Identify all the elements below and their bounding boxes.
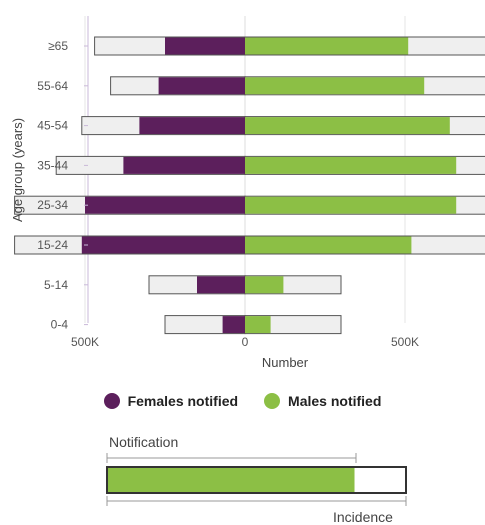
legend-item-females[interactable]: Females notified [103, 393, 239, 409]
female-notified-bar [139, 117, 245, 135]
female-notified-bar [123, 156, 245, 174]
y-tick-label: 15-24 [37, 238, 68, 252]
male-notified-bar [245, 37, 409, 55]
male-notified-bar [245, 117, 450, 135]
males-swatch [264, 393, 281, 409]
y-tick-label: 35-44 [37, 158, 68, 172]
female-notified-bar [81, 236, 245, 254]
female-notified-bar [158, 77, 245, 95]
y-axis-title: Age group (years) [10, 118, 25, 222]
incidence-label: Incidence [333, 509, 393, 525]
legend-label-females: Females notified [127, 393, 239, 409]
female-notified-bar [165, 37, 245, 55]
female-notified-bar [222, 316, 245, 334]
male-notified-bar [245, 316, 271, 334]
y-tick-label: 45-54 [37, 119, 68, 133]
females-swatch [103, 393, 120, 409]
x-axis-title: Number [262, 355, 309, 370]
y-tick-label: 55-64 [37, 79, 68, 93]
male-notified-bar [245, 77, 425, 95]
female-notified-bar [85, 196, 245, 214]
male-notified-bar [245, 156, 457, 174]
legend-item-males[interactable]: Males notified [264, 393, 381, 409]
x-tick-label: 500K [391, 335, 419, 349]
y-tick-label: 5-14 [44, 278, 68, 292]
male-notified-bar [245, 236, 412, 254]
notification-bar [108, 468, 355, 492]
male-notified-bar [245, 196, 457, 214]
male-notified-bar [245, 276, 284, 294]
bars-group [14, 36, 485, 335]
legend-label-males: Males notified [288, 393, 382, 409]
female-notified-bar [197, 276, 245, 294]
x-tick-label: 0 [242, 335, 249, 349]
y-tick-labels: ≥65 55-64 45-54 35-44 25-34 15-24 5-14 0-4 [37, 39, 88, 332]
y-tick-label: ≥65 [48, 39, 68, 53]
x-tick-labels: 1M500K0500K1M1.5M [71, 335, 419, 349]
notification-label: Notification [109, 434, 179, 450]
y-tick-label: 25-34 [37, 198, 68, 212]
x-tick-label: 500K [71, 335, 99, 349]
legend: Females notified Males notified [0, 389, 485, 413]
y-tick-label: 0-4 [51, 318, 69, 332]
